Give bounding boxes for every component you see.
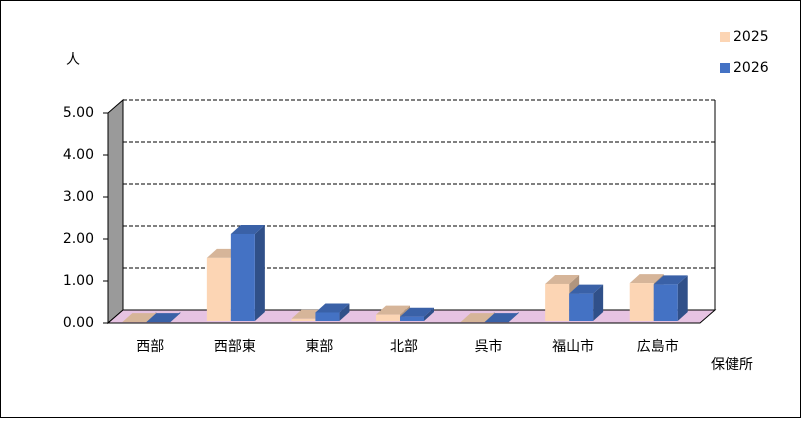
- bar: [569, 284, 604, 321]
- x-tick-label: 北部: [390, 339, 418, 355]
- bar-top: [629, 274, 664, 284]
- bar: [484, 312, 519, 323]
- x-axis-label: 保健所: [711, 357, 753, 373]
- bar-front: [545, 283, 570, 321]
- bar: [315, 303, 350, 321]
- bar-side: [593, 284, 604, 321]
- bar-front: [653, 284, 678, 321]
- legend-label: 2025: [733, 29, 769, 45]
- legend-label: 2026: [733, 60, 769, 76]
- bar-front: [315, 312, 340, 321]
- bar: [653, 275, 688, 321]
- bar-top: [400, 307, 434, 317]
- bar-side: [254, 224, 265, 321]
- bar-top: [460, 313, 495, 323]
- legend-swatch: [720, 32, 730, 42]
- side-wall: [107, 98, 124, 325]
- x-tick-label: 東部: [305, 339, 333, 355]
- bar: [230, 224, 265, 321]
- y-axis-label: 人: [66, 52, 80, 68]
- bar-top: [545, 274, 580, 284]
- bar-side: [424, 307, 434, 321]
- legend-swatch: [720, 63, 730, 73]
- bar-front: [629, 283, 654, 321]
- bar-top: [484, 313, 519, 323]
- y-tick-label: 0.00: [63, 315, 94, 331]
- bar: [400, 307, 434, 321]
- y-tick-label: 2.00: [63, 231, 94, 247]
- x-tick-label: 西部: [136, 339, 164, 355]
- bar-side: [677, 275, 688, 321]
- bar-top: [230, 224, 265, 234]
- x-tick-label: 西部東: [214, 339, 256, 355]
- bar-front: [376, 314, 400, 321]
- bar-side: [339, 303, 350, 321]
- bar-front: [400, 316, 424, 321]
- bar-top: [653, 275, 688, 285]
- bar-top: [315, 303, 350, 313]
- bar-front: [291, 318, 316, 321]
- bar-front: [230, 233, 255, 321]
- bar-front: [206, 257, 231, 321]
- bar: [146, 312, 181, 323]
- x-tick-label: 呉市: [475, 338, 503, 355]
- bar-top: [376, 305, 410, 315]
- bar-front: [569, 293, 594, 321]
- bar-top: [569, 284, 604, 294]
- y-tick-label: 3.00: [63, 189, 94, 205]
- bar-top: [122, 313, 157, 323]
- y-tick-label: 1.00: [63, 273, 94, 289]
- x-tick-label: 福山市: [552, 338, 594, 355]
- y-tick-label: 4.00: [63, 147, 94, 163]
- bar-top: [146, 313, 181, 323]
- bar: [122, 312, 157, 323]
- x-tick-label: 広島市: [637, 338, 679, 355]
- bar: [460, 312, 495, 323]
- y-tick-label: 5.00: [63, 105, 94, 121]
